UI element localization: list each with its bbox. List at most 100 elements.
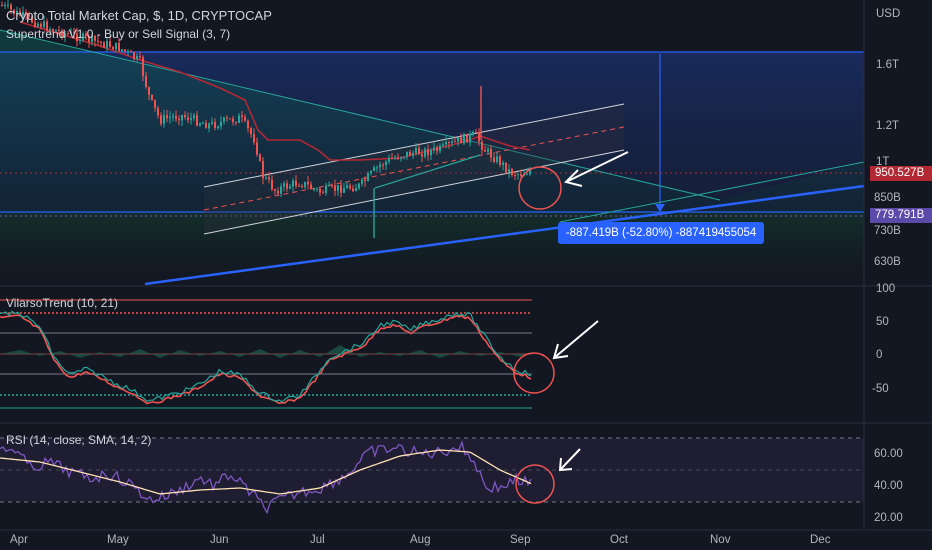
candlestick-series [1,0,531,198]
vt-histogram [0,345,532,358]
candle-body [43,21,45,28]
candle-body [109,41,111,47]
vt-tick: 0 [876,349,882,361]
rsi-tick: 20.00 [874,512,903,524]
candle-body [133,52,135,60]
candle-body [46,21,48,31]
candle-body [328,185,330,187]
vt-main-line [0,310,532,403]
candle-body [379,164,381,168]
candle-body [268,177,270,180]
candle-body [307,181,309,185]
candle-body [151,94,153,100]
candle-body [88,36,90,43]
candle-body [4,4,6,6]
candle-body [409,151,411,156]
candle-body [157,108,159,116]
chart-title[interactable]: Crypto Total Market Cap, $, 1D, CRYPTOCA… [6,8,272,23]
candle-body [265,177,267,179]
candle-body [433,147,435,150]
price-tick: 630B [874,256,901,268]
descending-trendline [0,29,721,201]
rsi-ma-line [0,449,532,495]
indicator-legend-vilarso[interactable]: VilarsoTrend (10, 21) [6,296,119,310]
vilarso-trend-pane[interactable] [0,299,599,409]
candle-body [73,32,75,34]
candle-body [256,142,258,155]
candle-body [226,117,228,119]
vt-tick: 50 [876,316,889,328]
candle-body [31,16,33,23]
measure-arrow-head [655,204,665,212]
arrow-icon [552,320,599,360]
candle-body [100,41,102,43]
candle-body [70,32,72,34]
ascending-trendline [559,161,865,223]
candle-body [223,117,225,122]
candle-body [412,153,414,156]
candle-body [166,115,168,119]
candle-body [163,115,165,124]
price-tick: 730B [874,225,901,237]
candle-body [484,150,486,152]
candle-body [121,49,123,51]
candle-body [244,117,246,121]
candle-body [10,4,12,10]
candle-body [337,185,339,191]
candle-body [247,120,249,129]
candle-body [322,192,324,194]
candle-body [469,133,471,143]
rsi-pane[interactable] [0,437,864,515]
price-tick: 1.2T [876,120,899,132]
candle-body [304,181,306,187]
currency-label: USD [876,8,900,20]
candle-body [526,174,528,176]
channel-upper-line [203,103,625,188]
rsi-tick: 40.00 [874,480,903,492]
measure-result-label[interactable]: -887.419B (-52.80%) -887419455054 [558,222,764,244]
highlight-circle-price [518,166,562,210]
candle-body [175,115,177,119]
candle-body [346,185,348,189]
candle-body [445,142,447,145]
candle-body [130,50,132,53]
vt-tick: 100 [876,283,895,295]
blue-support-trendline [144,184,865,286]
candle-body [103,42,105,48]
candle-body [529,169,531,175]
candle-body [160,115,162,124]
candle-body [493,157,495,162]
candle-body [367,173,369,182]
candle-body [454,141,456,143]
candle-body [127,50,129,52]
candle-body [349,185,351,189]
candle-body [202,122,204,124]
candle-body [19,10,21,16]
candle-body [55,29,57,31]
candle-body [85,33,87,37]
time-tick: Nov [710,534,731,546]
indicator-legend-rsi[interactable]: RSI (14, close, SMA, 14, 2) [6,433,152,447]
candle-body [466,133,468,143]
candle-body [49,29,51,31]
candle-body [499,156,501,165]
time-tick: Apr [10,534,28,546]
candle-body [520,174,522,177]
candle-body [112,46,114,50]
time-tick: Aug [410,534,430,546]
candle-body [301,186,303,187]
candle-body [370,170,372,174]
indicator-legend-supertrend[interactable]: Supertrend V1.0 - Buy or Sell Signal (3,… [6,27,231,41]
candle-body [58,29,60,31]
arrow-icon [564,151,629,187]
rsi-tick: 60.00 [874,448,903,460]
candle-body [277,190,279,194]
candle-body [79,39,81,42]
candle-body [352,188,354,192]
vt-signal-line [0,314,532,405]
candle-body [13,9,15,14]
candle-body [286,183,288,189]
current-price-tag: 950.527B [870,166,932,181]
candle-body [250,128,252,135]
candle-body [298,185,300,187]
